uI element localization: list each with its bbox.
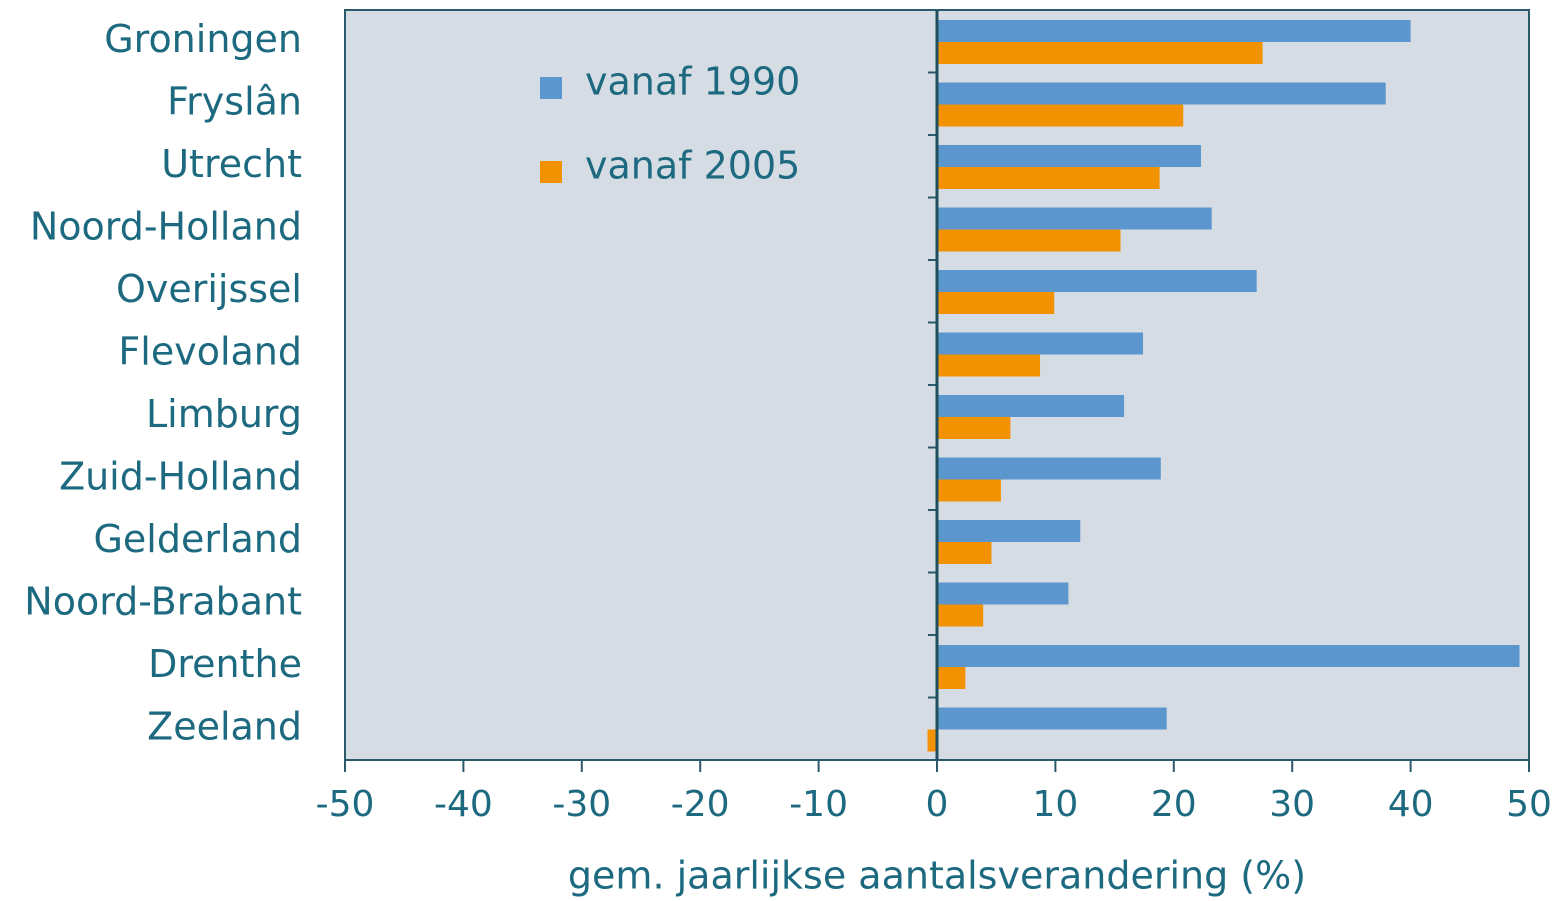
- bar: [937, 20, 1411, 42]
- y-tick-label: Noord-Brabant: [24, 579, 302, 623]
- bar: [937, 395, 1125, 417]
- bar: [937, 645, 1520, 667]
- y-tick-label: Utrecht: [161, 142, 302, 186]
- bar: [937, 707, 1167, 730]
- legend-label: vanaf 1990: [585, 60, 800, 104]
- bar: [937, 82, 1386, 105]
- bar: [937, 229, 1121, 252]
- x-tick-label: 10: [1032, 784, 1078, 825]
- x-tick-label: 0: [926, 784, 949, 825]
- x-tick-label: 50: [1506, 784, 1552, 825]
- y-tick-label: Groningen: [104, 17, 302, 61]
- bar: [937, 542, 992, 564]
- legend-swatch: [540, 161, 562, 183]
- y-tick-label: Fryslân: [167, 79, 302, 123]
- x-tick-label: 30: [1269, 784, 1315, 825]
- bar: [937, 104, 1184, 127]
- legend-swatch: [540, 77, 562, 99]
- x-axis-title: gem. jaarlijkse aantalsverandering (%): [568, 854, 1306, 898]
- bar: [937, 520, 1081, 542]
- bar: [927, 729, 937, 752]
- bar: [937, 417, 1011, 439]
- x-tick-label: -10: [789, 784, 848, 825]
- legend-label: vanaf 2005: [585, 144, 800, 188]
- x-tick-label: -50: [316, 784, 375, 825]
- y-tick-label: Limburg: [146, 392, 302, 436]
- x-tick-label: -40: [434, 784, 493, 825]
- bar: [937, 207, 1212, 230]
- x-tick-label: 20: [1151, 784, 1197, 825]
- bar: [937, 354, 1041, 377]
- y-tick-label: Overijssel: [116, 267, 302, 311]
- y-tick-label: Gelderland: [93, 517, 302, 561]
- bar: [937, 667, 966, 689]
- bar: [937, 604, 984, 627]
- x-tick-label: 40: [1388, 784, 1434, 825]
- x-tick-label: -20: [671, 784, 730, 825]
- x-tick-label: -30: [552, 784, 611, 825]
- bar: [937, 457, 1161, 480]
- bar: [937, 167, 1160, 189]
- bar: [937, 332, 1144, 355]
- bar: [937, 292, 1055, 314]
- bar: [937, 145, 1202, 167]
- y-tick-label: Zeeland: [147, 704, 302, 748]
- y-tick-label: Drenthe: [148, 642, 302, 686]
- y-tick-label: Zuid-Holland: [59, 454, 302, 498]
- bar: [937, 479, 1001, 502]
- bar: [937, 582, 1069, 605]
- bar: [937, 42, 1263, 64]
- y-tick-label: Noord-Holland: [30, 204, 302, 248]
- y-tick-label: Flevoland: [118, 329, 302, 373]
- bar: [937, 270, 1257, 292]
